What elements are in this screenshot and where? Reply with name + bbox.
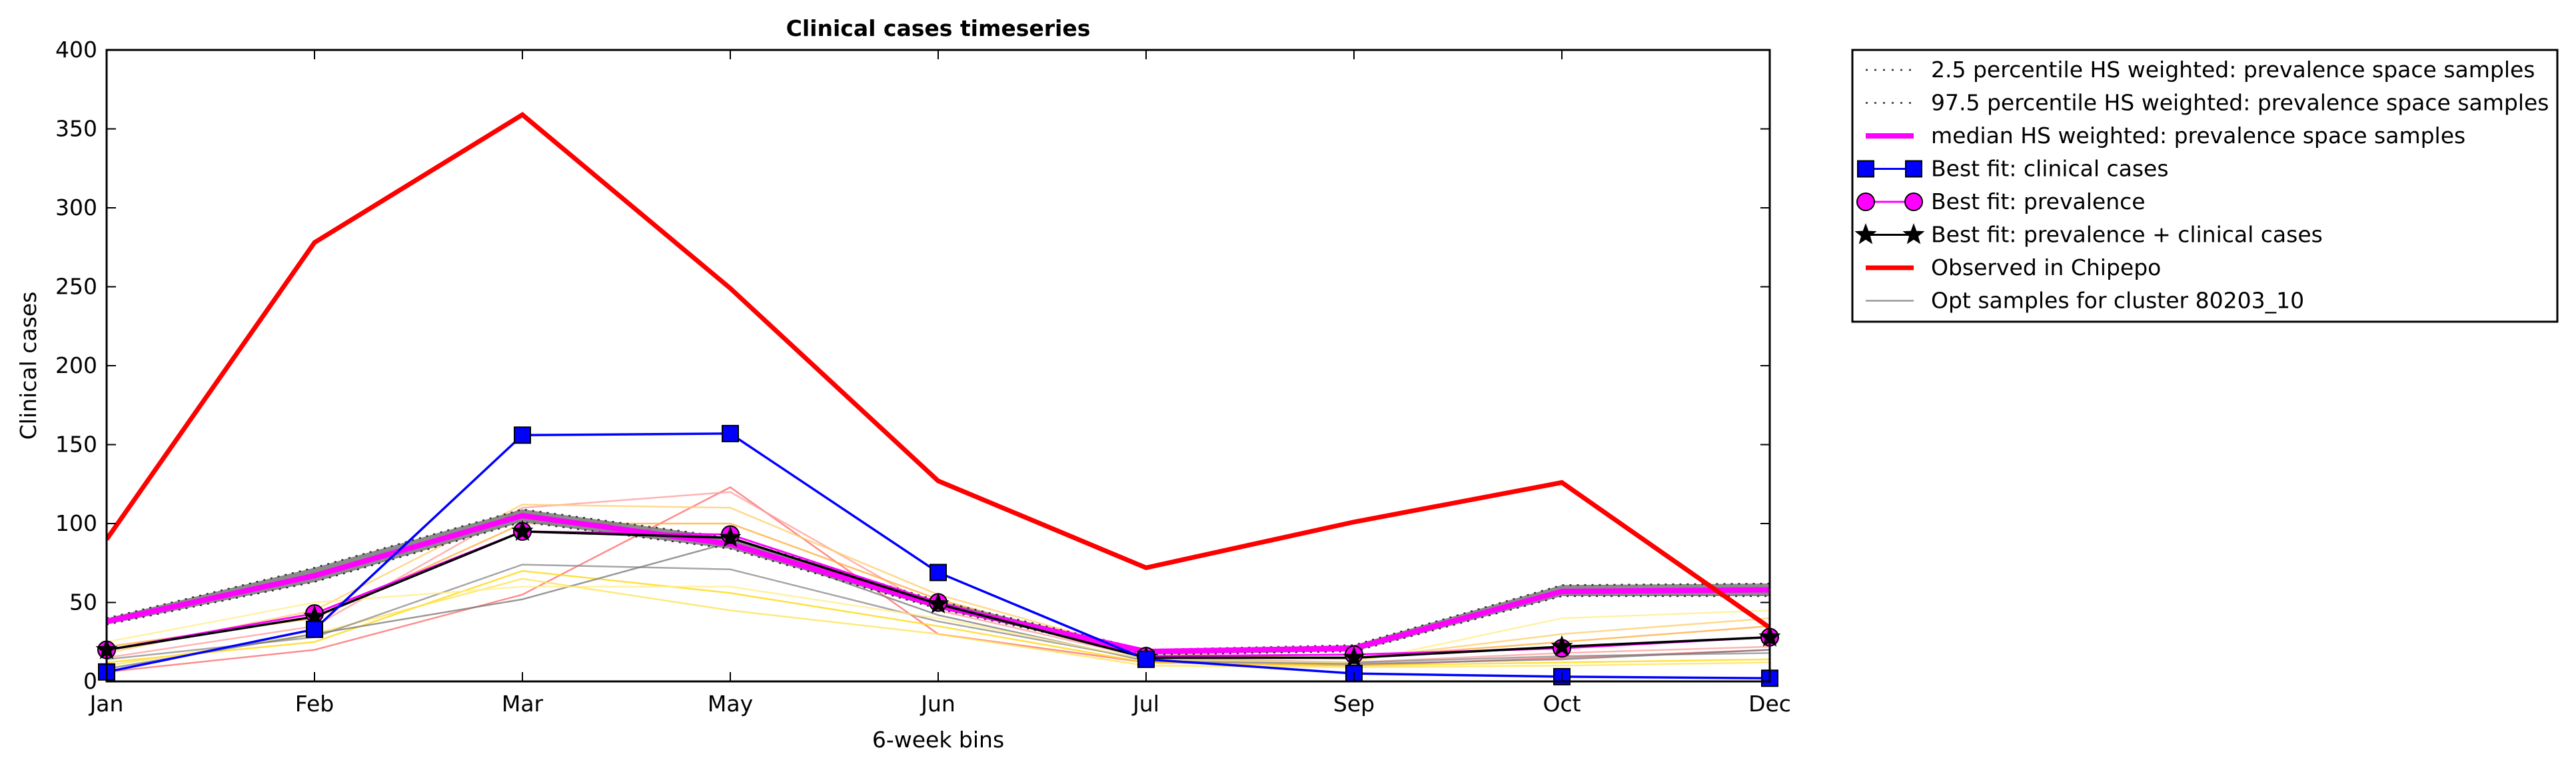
plot-frame [105, 49, 1771, 683]
best-fit-combined-point [927, 592, 950, 613]
legend-label: Best fit: prevalence [1931, 189, 2146, 214]
y-tick-label: 300 [55, 194, 97, 220]
y-tick-label: 350 [55, 116, 97, 142]
x-tick-label: May [708, 691, 753, 717]
legend-item: Best fit: prevalence + clinical cases [1854, 222, 2323, 248]
x-tick-label: Dec [1748, 691, 1791, 717]
opt-sample-line-5 [107, 504, 1770, 661]
y-tick-label: 0 [83, 668, 97, 694]
legend-item: Best fit: clinical cases [1857, 156, 2169, 182]
opt-sample-line-9 [107, 585, 1770, 663]
legend-marker [1904, 193, 1923, 211]
opt-sample-line-7 [107, 564, 1770, 663]
legend-label: 97.5 percentile HS weighted: prevalence … [1931, 90, 2549, 116]
legend-label: median HS weighted: prevalence space sam… [1931, 123, 2465, 149]
x-axis: Jan Feb Mar May Jun Jul Sep Oct Dec [89, 50, 1791, 717]
x-tick-label: Jun [920, 691, 956, 717]
y-tick-label: 150 [55, 432, 97, 458]
best-fit-clinical-point [1137, 650, 1155, 668]
x-tick-label: Sep [1333, 691, 1375, 717]
legend-label: Observed in Chipepo [1931, 254, 2161, 280]
x-tick-label: Mar [502, 691, 544, 717]
best-fit-combined-point [511, 520, 534, 541]
legend-marker [1854, 223, 1877, 244]
legend-label: 2.5 percentile HS weighted: prevalence s… [1931, 57, 2535, 83]
legend-marker [1902, 223, 1925, 244]
legend-label: Opt samples for cluster 80203_10 [1931, 288, 2304, 314]
legend: 2.5 percentile HS weighted: prevalence s… [1851, 49, 2559, 323]
best-fit-clinical-point [306, 620, 323, 638]
y-tick-label: 200 [55, 352, 97, 378]
legend-label: Best fit: prevalence + clinical cases [1931, 222, 2323, 248]
best-fit-clinical-point [514, 426, 531, 444]
best-fit-combined-point [719, 526, 742, 548]
best-fit-combined-point [1343, 646, 1365, 667]
legend-item: 97.5 percentile HS weighted: prevalence … [1866, 90, 2549, 116]
x-tick-label: Oct [1543, 691, 1581, 717]
x-tick-label: Jan [89, 691, 124, 717]
legend-item: Observed in Chipepo [1866, 254, 2161, 280]
y-axis: 0 50 100 150 200 250 300 350 400 [55, 37, 1770, 694]
legend-marker [1856, 193, 1875, 211]
opt-sample-line-4 [107, 578, 1770, 668]
legend-marker [1905, 160, 1922, 178]
opt-sample-line-8 [107, 542, 1770, 670]
legend-item: Opt samples for cluster 80203_10 [1866, 288, 2304, 314]
best-fit-clinical-point [930, 564, 947, 581]
legend-item: Best fit: prevalence [1856, 189, 2146, 214]
y-tick-label: 50 [69, 589, 97, 615]
y-tick-label: 100 [55, 510, 97, 536]
y-tick-label: 400 [55, 37, 97, 63]
legend-item: median HS weighted: prevalence space sam… [1866, 123, 2465, 149]
y-axis-label: Clinical cases [15, 292, 41, 440]
legend-marker [1857, 160, 1874, 178]
x-tick-label: Feb [295, 691, 334, 717]
legend-box [1851, 49, 2559, 323]
y-tick-label: 250 [55, 274, 97, 300]
x-axis-label: 6-week bins [872, 727, 1004, 753]
best-fit-clinical-point [722, 424, 739, 442]
percentile-97-5-line [107, 508, 1770, 651]
median-line [107, 513, 1770, 654]
percentile-band [107, 509, 1770, 655]
x-tick-label: Jul [1131, 691, 1159, 717]
chart-title: Clinical cases timeseries [786, 15, 1091, 41]
opt-sample-line-3 [107, 570, 1770, 667]
legend-item: 2.5 percentile HS weighted: prevalence s… [1866, 57, 2535, 83]
legend-label: Best fit: clinical cases [1931, 156, 2169, 182]
observed-line [107, 111, 1770, 630]
plot-markers [95, 424, 1781, 687]
best-fit-combined-point [1551, 635, 1573, 656]
